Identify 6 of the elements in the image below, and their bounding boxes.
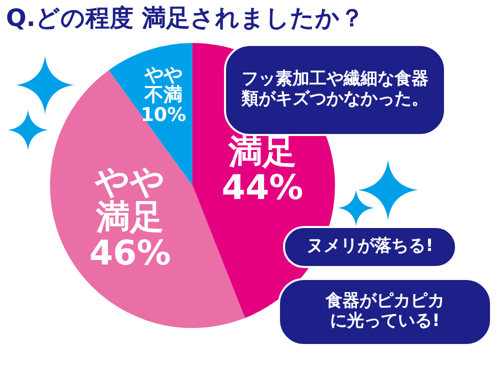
slice-label: やや不満 <box>143 64 182 106</box>
data-label: 10% <box>140 104 186 126</box>
chart-title: Q.どの程度 満足されましたか？ <box>6 3 364 34</box>
text: フッ素加工や繊細な食器類がキズつかなかった。 <box>240 69 430 110</box>
text: 食器がピカピカに光っている! <box>324 291 446 332</box>
text: ヌメリが落ちる! <box>306 236 434 257</box>
